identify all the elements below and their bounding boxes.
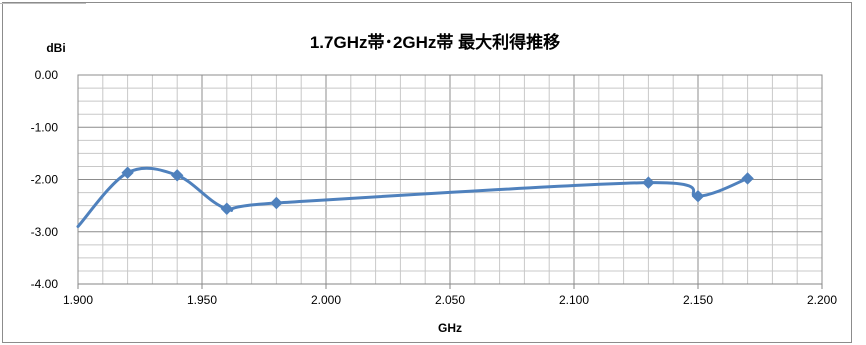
data-point-marker <box>121 166 134 179</box>
tick-labels: 1.900 1.950 2.000 2.050 2.100 2.150 2.200 0.00 -… <box>31 68 838 307</box>
series-group <box>76 166 754 229</box>
data-point-marker <box>642 176 655 189</box>
chart-frame <box>2 2 852 343</box>
data-point-marker <box>691 190 705 203</box>
x-tick-label: 2.050 <box>435 293 465 307</box>
data-point-marker <box>741 172 754 185</box>
chart-title: 1.7GHz帯･2GHz帯 最大利得推移 <box>310 32 560 52</box>
x-tick-label: 2.150 <box>683 293 713 307</box>
y-axis-label: dBi <box>46 41 65 55</box>
y-tick-label: -4.00 <box>31 277 59 291</box>
data-point-marker <box>170 169 184 182</box>
y-tick-label: -2.00 <box>31 173 59 187</box>
axes <box>77 74 823 289</box>
x-axis-label: GHz <box>438 321 462 335</box>
data-point-marker <box>220 202 234 215</box>
x-tick-label: 1.950 <box>187 293 217 307</box>
data-point-marker <box>270 196 283 210</box>
y-tick-label: -3.00 <box>31 225 59 239</box>
x-tick-label: 1.900 <box>63 293 93 307</box>
x-tick-label: 2.200 <box>807 293 837 307</box>
y-tick-label: 0.00 <box>35 68 59 82</box>
y-tick-label: -1.00 <box>31 120 59 134</box>
x-tick-label: 2.100 <box>559 293 589 307</box>
x-tick-label: 2.000 <box>311 293 341 307</box>
grid <box>77 74 823 285</box>
sheet-tab-edge <box>0 0 86 4</box>
